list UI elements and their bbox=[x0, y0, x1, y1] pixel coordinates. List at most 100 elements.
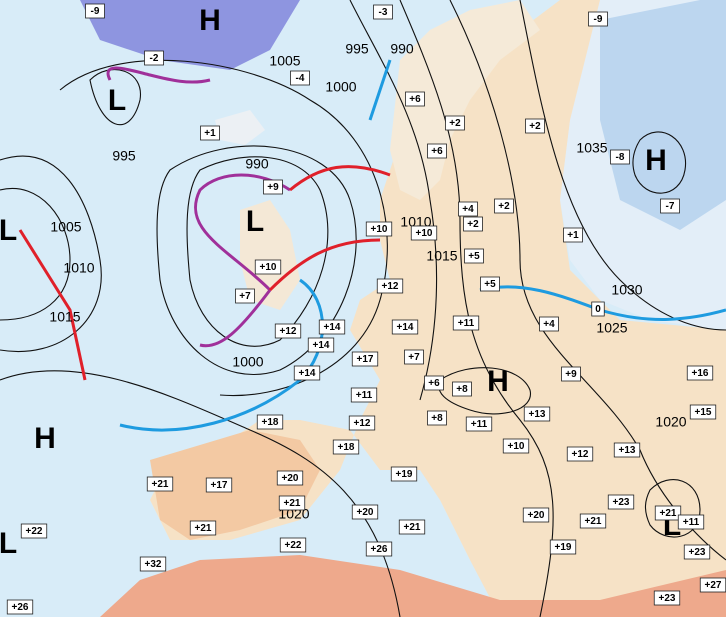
temperature-label: +12 bbox=[354, 418, 371, 429]
temperature-label: +1 bbox=[567, 230, 579, 241]
temperature-label: +12 bbox=[382, 281, 399, 292]
isobar bbox=[438, 367, 531, 415]
temperature-box bbox=[654, 505, 682, 521]
temperature-box bbox=[563, 227, 583, 243]
isobar-label: 1005 bbox=[269, 53, 300, 69]
temperature-label: +26 bbox=[12, 602, 29, 613]
temperature-label: +8 bbox=[456, 384, 468, 395]
temperature-label: 0 bbox=[595, 304, 601, 315]
isobar bbox=[349, 0, 438, 401]
isobar-label: 990 bbox=[390, 41, 414, 57]
temperature-label: +20 bbox=[528, 510, 545, 521]
temperature-box bbox=[200, 125, 220, 141]
temperature-label: +6 bbox=[428, 378, 440, 389]
cold-front bbox=[119, 278, 324, 432]
temperature-label: +19 bbox=[396, 469, 413, 480]
temperature-label: +21 bbox=[585, 516, 602, 527]
temperature-label: +11 bbox=[683, 517, 700, 528]
temperature-box bbox=[677, 514, 705, 530]
temperature-box bbox=[591, 301, 605, 317]
temperature-box bbox=[525, 118, 545, 134]
isobar-label: 1000 bbox=[325, 79, 356, 95]
isobar bbox=[0, 370, 401, 617]
temperature-box bbox=[465, 416, 493, 432]
temperature-label: +10 bbox=[260, 262, 277, 273]
temperature-label: +17 bbox=[357, 354, 374, 365]
temperature-label: +23 bbox=[613, 497, 630, 508]
temperature-label: +21 bbox=[195, 523, 212, 534]
warm-front bbox=[289, 165, 391, 192]
temperature-box bbox=[427, 143, 447, 159]
temperature-box bbox=[610, 149, 630, 165]
temperature-box bbox=[522, 507, 550, 523]
temperature-box bbox=[686, 365, 714, 381]
land-iberia bbox=[150, 430, 320, 540]
temperature-box bbox=[20, 523, 48, 539]
pressure-center: H bbox=[487, 365, 509, 398]
temperature-box bbox=[290, 70, 310, 86]
temperature-box bbox=[410, 225, 438, 241]
temperature-label: +4 bbox=[543, 319, 555, 330]
temperature-box bbox=[376, 278, 404, 294]
temperature-label: -3 bbox=[379, 7, 388, 18]
temperature-box bbox=[445, 115, 465, 131]
temperature-label: +10 bbox=[508, 441, 525, 452]
temperature-label: +19 bbox=[555, 542, 572, 553]
temperature-label: -4 bbox=[296, 73, 305, 84]
temperature-label: +9 bbox=[267, 182, 279, 193]
temperature-box bbox=[318, 319, 346, 335]
pressure-center: H bbox=[645, 144, 667, 177]
temperature-label: +12 bbox=[280, 326, 297, 337]
temperature-label: +14 bbox=[324, 322, 341, 333]
isobar-label: 990 bbox=[245, 156, 269, 172]
isobar-label: 1035 bbox=[576, 140, 607, 156]
isobar bbox=[156, 145, 357, 376]
temperature-box bbox=[404, 349, 424, 365]
temperature-label: +17 bbox=[211, 480, 228, 491]
temperature-box bbox=[144, 50, 164, 66]
temperature-label: +5 bbox=[468, 251, 480, 262]
pressure-center: L bbox=[108, 84, 126, 117]
warm-front bbox=[18, 229, 87, 381]
temperature-box bbox=[293, 365, 321, 381]
temperature-label: +21 bbox=[660, 508, 677, 519]
temperature-label: +21 bbox=[404, 522, 421, 533]
temperature-label: +18 bbox=[262, 417, 279, 428]
isobar bbox=[59, 59, 388, 397]
temperature-box bbox=[254, 259, 282, 275]
temperature-box bbox=[607, 494, 635, 510]
temperature-box bbox=[189, 520, 217, 536]
temperature-box bbox=[85, 3, 105, 19]
temperature-box bbox=[588, 11, 608, 27]
temperature-box bbox=[6, 599, 34, 615]
temperature-label: +22 bbox=[285, 540, 302, 551]
temperature-box bbox=[398, 519, 426, 535]
temperature-label: +23 bbox=[659, 593, 676, 604]
temperature-label: +11 bbox=[458, 318, 475, 329]
isobar bbox=[644, 479, 701, 538]
temperature-label: +1 bbox=[204, 128, 216, 139]
temperature-label: -8 bbox=[616, 152, 625, 163]
temperature-box bbox=[348, 415, 376, 431]
land-iceland bbox=[215, 110, 265, 145]
temperature-box bbox=[566, 446, 594, 462]
temperature-label: +15 bbox=[695, 407, 712, 418]
cold-pool-east bbox=[600, 0, 726, 230]
temperature-box bbox=[390, 466, 418, 482]
temperature-box bbox=[660, 198, 680, 214]
temperature-box bbox=[351, 351, 379, 367]
temperature-label: -7 bbox=[666, 201, 675, 212]
temperature-label: +14 bbox=[313, 340, 330, 351]
temperature-label: +11 bbox=[356, 390, 373, 401]
pressure-center: H bbox=[34, 422, 56, 455]
isobar bbox=[632, 131, 687, 194]
isobar bbox=[519, 0, 726, 331]
temperature-label: +10 bbox=[371, 224, 388, 235]
temperature-box bbox=[279, 537, 307, 553]
temperature-label: +32 bbox=[145, 559, 162, 570]
temperature-box bbox=[539, 316, 559, 332]
temperature-box bbox=[463, 216, 483, 232]
temperature-label: +13 bbox=[529, 409, 546, 420]
temperature-label: +6 bbox=[409, 94, 421, 105]
